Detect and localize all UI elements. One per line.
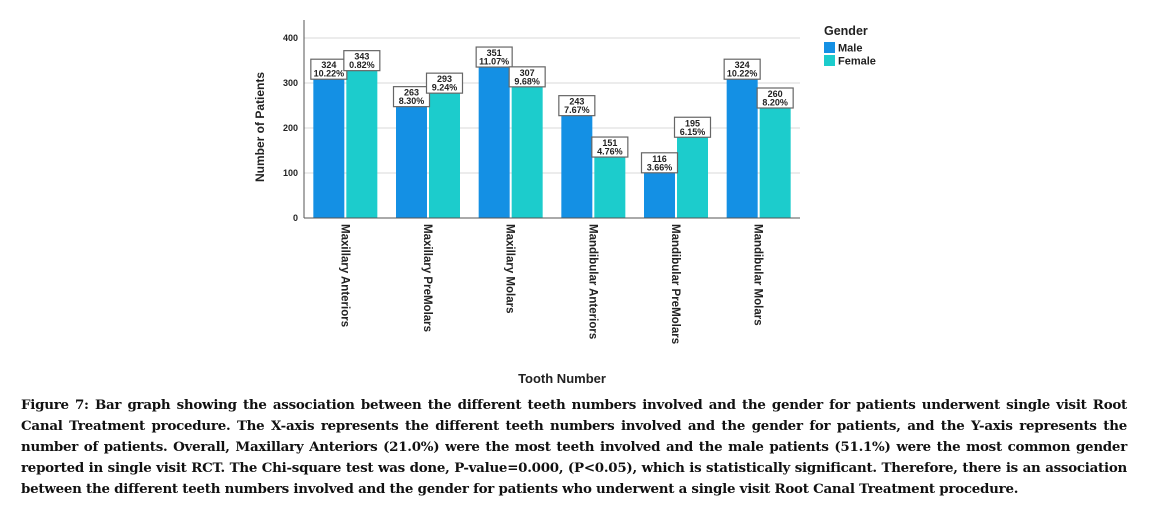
bar-female	[759, 101, 791, 218]
data-label-box	[756, 87, 794, 109]
y-tick-label: 200	[283, 123, 298, 133]
data-label-value: 351	[487, 48, 502, 58]
x-axis-label: Tooth Number	[518, 371, 606, 386]
data-label-value: 116	[652, 154, 667, 164]
data-label-percent: 9.24%	[432, 83, 458, 93]
bar-male	[313, 72, 345, 218]
data-label-percent: 0.82%	[349, 60, 375, 70]
bar-female	[346, 63, 378, 219]
data-label-box	[508, 66, 546, 88]
gridlines	[304, 37, 800, 174]
bar-male	[561, 108, 593, 218]
y-tick-labels: 0 100 200 300 400	[283, 33, 298, 223]
data-label-value: 243	[569, 97, 584, 107]
data-label-box	[591, 136, 629, 158]
bar-female	[677, 130, 708, 218]
x-category-label: Maxillary Molars	[504, 224, 516, 313]
data-label-percent: 10.22%	[727, 69, 758, 79]
data-label-percent: 11.07%	[479, 57, 509, 67]
bars	[313, 60, 791, 219]
data-label-value: 324	[321, 60, 336, 70]
data-label-percent: 10.22%	[314, 69, 345, 79]
x-category-label: Mandibular PreMolars	[669, 224, 681, 344]
bar-male	[396, 99, 427, 218]
y-tick-label: 0	[293, 213, 298, 223]
data-label-box	[392, 86, 431, 108]
x-category-label: Maxillary PreMolars	[421, 224, 433, 332]
data-label-value: 263	[404, 88, 419, 98]
data-label-percent: 9.68%	[514, 76, 540, 86]
data-labels: 32410.22%3430.82%2638.30%2939.24%35111.0…	[310, 46, 794, 174]
y-tick-label: 300	[283, 78, 298, 88]
figure-caption: Figure 7: Bar graph showing the associat…	[21, 397, 1127, 497]
legend-title: Gender	[824, 24, 868, 38]
y-tick-label: 400	[283, 33, 298, 43]
legend-swatch-male	[824, 42, 835, 53]
data-label-value: 293	[437, 74, 452, 84]
data-label-box	[640, 152, 679, 174]
bar-male	[644, 165, 675, 218]
data-label-box	[475, 46, 513, 68]
legend-label-female: Female	[838, 56, 876, 68]
bar-female	[429, 86, 460, 219]
data-label-value: 151	[602, 138, 617, 148]
data-label-box	[558, 95, 596, 117]
data-label-percent: 8.30%	[399, 96, 425, 106]
data-label-value: 324	[735, 60, 750, 70]
data-label-value: 343	[354, 52, 369, 62]
bar-male	[478, 60, 510, 218]
x-category-labels: Maxillary Anteriors Maxillary PreMolars Ma…	[338, 224, 763, 344]
data-label-value: 307	[520, 68, 535, 78]
data-label-percent: 3.66%	[647, 162, 673, 172]
data-label-percent: 4.76%	[597, 147, 623, 157]
x-category-label: Maxillary Anteriors	[338, 224, 350, 327]
bar-female	[594, 150, 626, 218]
data-label-box	[723, 58, 761, 80]
data-label-value: 195	[685, 118, 700, 128]
data-label-percent: 6.15%	[680, 127, 706, 137]
x-category-label: Mandibular Anteriors	[586, 224, 598, 339]
legend-swatch-female	[824, 55, 835, 66]
data-label-percent: 7.67%	[564, 105, 590, 115]
bar-male	[726, 72, 758, 218]
legend-label-male: Male	[838, 43, 862, 55]
y-axis-label: Number of Patients	[253, 72, 267, 182]
data-label-box	[343, 50, 381, 72]
data-label-box	[425, 72, 464, 94]
data-label-percent: 8.20%	[762, 98, 788, 108]
data-label-value: 260	[768, 89, 783, 99]
axes	[303, 20, 800, 219]
data-label-box	[673, 116, 712, 138]
x-category-label: Mandibular Molars	[752, 224, 764, 326]
bar-female	[511, 79, 543, 218]
y-tick-label: 100	[283, 168, 298, 178]
